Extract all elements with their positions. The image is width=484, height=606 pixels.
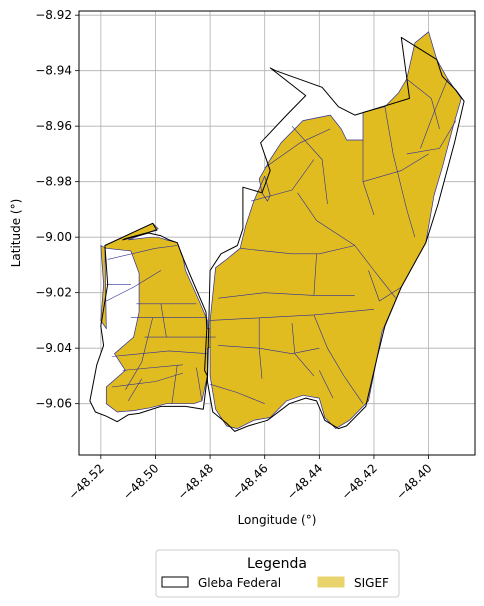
gleba-federal-polygon: [206, 36, 465, 432]
x-axis-label: Longitude (°): [238, 513, 317, 527]
parcel-boundary-line: [240, 245, 355, 255]
x-tick-label: −48.46: [230, 461, 271, 502]
parcel-boundary-line: [218, 345, 320, 355]
parcel-boundary-line: [313, 314, 364, 404]
y-tick-label: −9.02: [35, 286, 72, 300]
y-tick-label: −8.94: [35, 64, 72, 78]
parcel-boundaries: [106, 78, 457, 404]
legend-label-gleba-federal: Gleba Federal: [198, 576, 281, 590]
parcel-boundary-line: [106, 270, 162, 302]
x-tick-label: −48.50: [120, 461, 161, 502]
y-axis-ticks: −8.92 −8.94 −8.96 −8.98 −9.00 −9.02 −9.04 −9.06: [35, 8, 79, 411]
gleba-federal-polygon: [89, 222, 208, 423]
parcel-boundary-line: [362, 153, 429, 182]
y-tick-label: −8.92: [35, 8, 72, 22]
parcel-boundary-line: [171, 364, 178, 404]
parcel-boundary-line: [111, 350, 208, 357]
parcel-boundary-line: [127, 378, 143, 402]
parcel-boundary-line: [291, 323, 315, 377]
parcel-boundary-line: [291, 125, 328, 204]
legend-swatch-gleba-federal: [161, 576, 189, 588]
x-tick-label: −48.48: [175, 461, 216, 502]
legend-label-sigef: SIGEF: [354, 576, 389, 590]
parcel-boundary-line: [354, 245, 397, 299]
parcel-boundary-line: [125, 317, 153, 390]
parcel-boundary-line: [210, 309, 375, 321]
y-tick-label: −9.04: [35, 341, 72, 355]
y-tick-label: −9.06: [35, 397, 72, 411]
x-tick-label: −48.52: [66, 461, 107, 502]
parcel-boundary-line: [218, 292, 314, 299]
parcel-boundary-line: [251, 159, 315, 202]
y-tick-label: −8.98: [35, 175, 72, 189]
y-tick-label: −8.96: [35, 119, 72, 133]
gleba-outline-layer: [89, 36, 465, 432]
parcel-boundary-line: [210, 383, 265, 404]
legend-title: Legenda: [247, 556, 307, 572]
x-tick-label: −48.42: [339, 461, 380, 502]
y-tick-label: −9.00: [35, 230, 72, 244]
parcel-boundary-line: [264, 128, 331, 169]
parcel-boundary-line: [196, 367, 203, 401]
parcel-boundary-line: [406, 78, 440, 129]
y-axis-label: Latitude (°): [9, 199, 23, 268]
parcel-boundary-line: [297, 192, 355, 246]
parcel-boundary-line: [368, 270, 402, 302]
parcel-boundary-line: [122, 364, 183, 371]
parcel-boundary-line: [111, 372, 183, 388]
parcel-boundary-line: [160, 303, 167, 338]
legend-swatch-sigef: [317, 576, 345, 588]
sigef-polygon: [209, 31, 462, 429]
parcel-boundary-line: [258, 317, 263, 379]
legend: Legenda Gleba Federal SIGEF: [155, 549, 400, 598]
x-tick-label: −48.40: [393, 461, 434, 502]
plot-frame: [78, 10, 476, 456]
parcel-boundary-line: [406, 120, 457, 155]
x-tick-label: −48.44: [284, 461, 325, 502]
x-axis-ticks: −48.52 −48.50 −48.48 −48.46 −48.44 −48.42 −48.…: [66, 455, 435, 503]
parcel-boundary-line: [107, 245, 178, 260]
parcel-boundary-line: [384, 106, 416, 238]
parcel-boundary-line: [319, 370, 334, 399]
parcel-boundary-line: [420, 78, 448, 149]
